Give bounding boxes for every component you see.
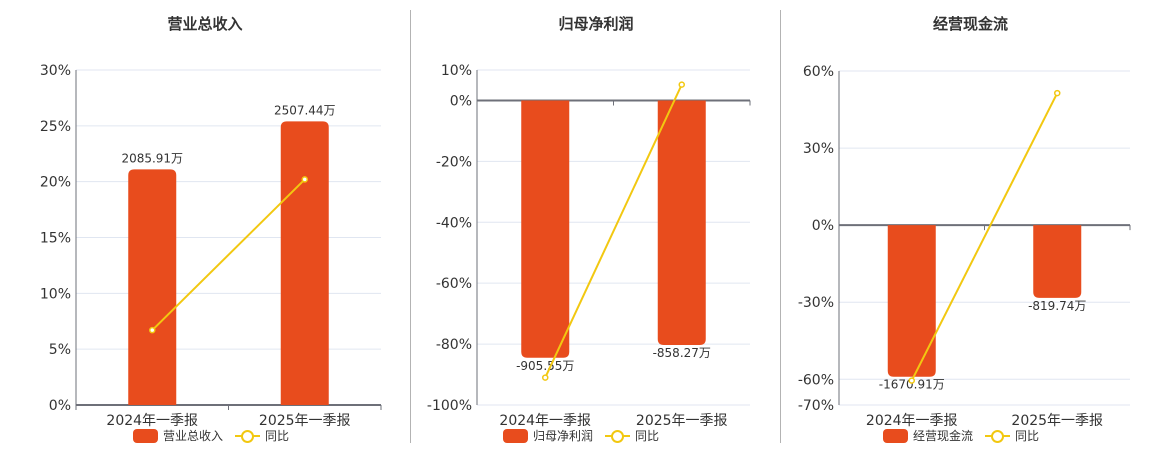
y-tick-label: 5% (49, 342, 71, 358)
yoy-point[interactable] (542, 374, 549, 381)
x-category-label: 2024年一季报 (499, 413, 591, 429)
line-legend-icon[interactable] (605, 429, 631, 443)
bar[interactable] (128, 169, 177, 405)
yoy-line (910, 92, 1059, 382)
yoy-line (544, 84, 683, 379)
line-legend-label[interactable]: 同比 (1015, 429, 1040, 443)
y-tick-label: -40% (436, 215, 472, 231)
bar-legend-label[interactable]: 营业总收入 (163, 429, 224, 443)
y-tick-label: -30% (798, 295, 834, 311)
panel-divider (410, 10, 411, 443)
yoy-line (151, 178, 306, 331)
yoy-point[interactable] (1054, 89, 1061, 97)
bar-legend-swatch[interactable] (883, 428, 908, 443)
y-tick-label: -70% (798, 398, 834, 414)
y-tick-label: -20% (436, 154, 472, 170)
y-tick-label: 60% (803, 64, 834, 80)
yoy-point[interactable] (301, 176, 308, 183)
chart-title: 归母净利润 (558, 15, 634, 33)
x-category-label: 2024年一季报 (106, 413, 198, 429)
y-tick-label: 30% (40, 63, 71, 79)
y-tick-label: -80% (436, 337, 472, 353)
x-category-label: 2025年一季报 (259, 413, 351, 429)
y-tick-label: -60% (798, 372, 834, 388)
x-category-label: 2025年一季报 (636, 413, 728, 429)
yoy-point[interactable] (149, 326, 156, 334)
bar[interactable] (887, 225, 936, 377)
chart-legend: 营业总收入 同比 (133, 427, 289, 444)
bar[interactable] (521, 100, 570, 358)
y-tick-label: 0% (450, 93, 472, 109)
y-tick-label: 0% (49, 398, 71, 414)
chart-legend: 经营现金流 同比 (883, 427, 1039, 444)
y-tick-label: 20% (40, 175, 71, 191)
y-tick-label: 25% (40, 119, 71, 135)
chart-plot: 10% 0% -20% -40% -60% -80% -100% 2024年一季报 -905.5… (427, 63, 751, 429)
y-tick-label: -100% (427, 398, 472, 414)
bar[interactable] (1033, 225, 1082, 298)
bar-value-label: 2085.91万 (121, 151, 183, 165)
bar-legend-swatch[interactable] (133, 428, 158, 443)
line-legend-icon[interactable] (985, 429, 1011, 443)
y-tick-label: 30% (803, 141, 834, 157)
line-legend-label[interactable]: 同比 (265, 429, 290, 443)
y-tick-label: 0% (812, 218, 834, 234)
bar-value-label: -905.55万 (516, 359, 574, 373)
chart-panel-revenue: 营业总收入 30% 25% 20% 15% 10% 5% 0% 2024年一季报 2085.91… (0, 0, 410, 450)
line-legend-icon[interactable] (235, 429, 261, 443)
y-tick-label: -60% (436, 276, 472, 292)
x-category-label: 2024年一季报 (866, 413, 958, 429)
x-category-label: 2025年一季报 (1011, 413, 1103, 429)
bar-legend-label[interactable]: 经营现金流 (913, 429, 974, 443)
y-tick-label: 10% (40, 286, 71, 302)
chart-title: 营业总收入 (167, 15, 243, 33)
line-legend-label[interactable]: 同比 (635, 429, 660, 443)
y-tick-label: 15% (40, 231, 71, 247)
chart-panel-net-profit: 归母净利润 10% 0% -20% -40% -60% -80% -100% 2024年一季报… (427, 15, 751, 444)
yoy-point[interactable] (908, 377, 915, 384)
panel-divider (780, 10, 781, 443)
bar-value-label: -819.74万 (1028, 299, 1086, 313)
bar-legend-swatch[interactable] (503, 428, 528, 443)
bar-legend-label[interactable]: 归母净利润 (533, 429, 594, 443)
y-tick-label: 10% (441, 63, 472, 79)
chart-title: 经营现金流 (932, 15, 1008, 33)
chart-plot: 30% 25% 20% 15% 10% 5% 0% 2024年一季报 2085.91万 2025年… (40, 63, 382, 429)
bar-value-label: -858.27万 (653, 346, 711, 360)
bar[interactable] (657, 100, 706, 346)
bar-value-label: -1670.91万 (879, 378, 945, 392)
bar-value-label: 2507.44万 (274, 103, 336, 117)
yoy-point[interactable] (678, 81, 685, 88)
chart-legend: 归母净利润 同比 (503, 427, 659, 444)
